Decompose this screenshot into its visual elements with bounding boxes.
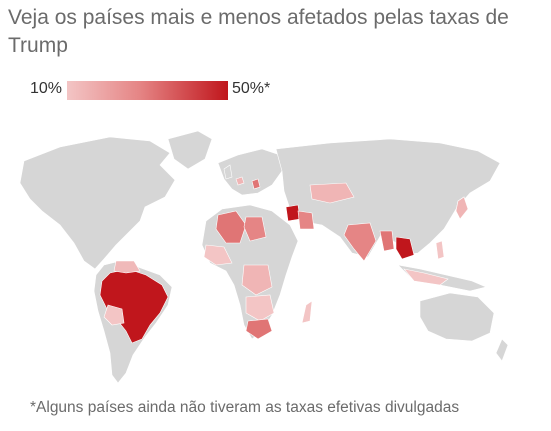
brazil-region — [99, 268, 169, 344]
legend-min-label: 10% — [30, 80, 63, 97]
philippines-region — [435, 240, 445, 260]
southern-africa-region — [245, 294, 275, 322]
europe-land — [217, 148, 283, 196]
map-title: Veja os países mais e menos afetados pel… — [8, 6, 509, 57]
uk-land — [223, 164, 233, 180]
legend-max-label: 50%* — [232, 80, 271, 97]
north-america-land — [19, 136, 176, 270]
south-africa-region — [245, 318, 273, 340]
central-africa-region — [241, 264, 273, 296]
serbia-region — [251, 178, 261, 190]
legend-gradient-bar — [67, 81, 228, 100]
venezuela-region — [113, 260, 141, 274]
footnote: *Alguns países ainda não tiveram as taxa… — [30, 399, 460, 416]
madagascar-region — [301, 300, 313, 324]
libya-region — [243, 216, 267, 242]
algeria-region — [215, 210, 247, 244]
greenland-land — [167, 130, 213, 170]
australia-land — [419, 292, 495, 342]
world-map — [19, 130, 509, 384]
syria-region — [285, 204, 301, 222]
india-region — [343, 222, 377, 262]
japan-region — [455, 196, 469, 220]
myanmar-region — [379, 230, 395, 252]
iraq-region — [297, 210, 315, 230]
new-zealand-land — [495, 338, 509, 362]
west-africa-region — [203, 244, 233, 266]
bolivia-region — [103, 304, 125, 326]
switzerland-region — [235, 176, 245, 186]
laos-region — [395, 236, 415, 260]
kazakhstan-region — [309, 182, 355, 204]
color-legend: 10% 50%* — [0, 78, 551, 104]
indonesia-region — [403, 268, 449, 286]
